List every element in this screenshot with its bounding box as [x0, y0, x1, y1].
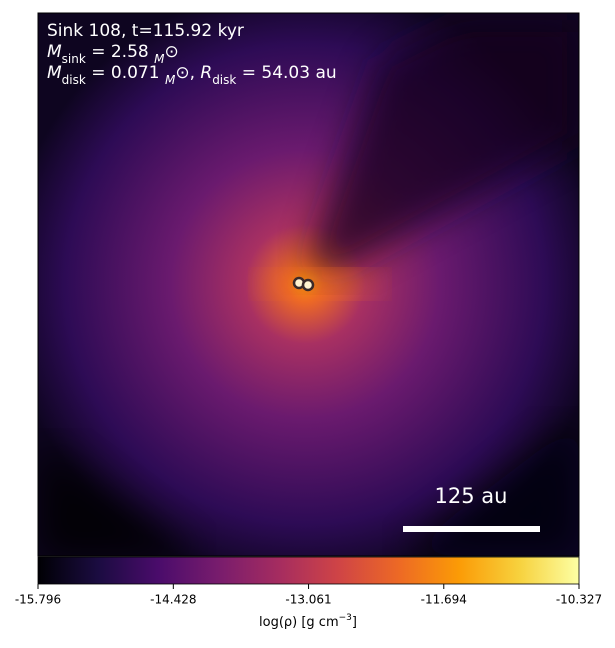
- frame: [37, 12, 580, 557]
- annotation-part: M: [47, 63, 62, 83]
- colorbar-label-part: ]: [352, 615, 357, 630]
- annotation-part: disk: [212, 73, 236, 87]
- annotation-part: R: [200, 63, 212, 83]
- annotation: Mdisk = 0.071 M⊙, Rdisk = 54.03 au: [47, 63, 337, 87]
- scale-bar: [403, 526, 540, 532]
- density-map: [38, 13, 579, 556]
- colorbar-label-part: log(ρ) [g cm: [259, 615, 339, 630]
- tick-label: -10.327: [556, 593, 602, 607]
- annotation-part: M: [165, 73, 176, 87]
- annotation-part: M: [154, 52, 165, 66]
- tick-label: -15.796: [15, 593, 61, 607]
- colorbar: [37, 556, 580, 585]
- annotation-part: disk: [62, 73, 86, 87]
- tick-label: -11.694: [421, 593, 467, 607]
- annotation-part: ⊙: [164, 42, 178, 62]
- colorbar-label-part: −3: [339, 613, 352, 623]
- sink: [301, 278, 315, 292]
- annotation-part: = 0.071: [86, 63, 165, 83]
- annotation-part: Sink 108, t=115.92 kyr: [47, 21, 244, 41]
- annotation-part: = 54.03 au: [236, 63, 336, 83]
- annotation: Msink = 2.58 M⊙: [47, 42, 179, 66]
- annotation: Sink 108, t=115.92 kyr: [47, 21, 244, 41]
- tick-label: -13.061: [285, 593, 331, 607]
- tick-label: -14.428: [150, 593, 196, 607]
- scale-bar-label: 125 au: [435, 484, 508, 508]
- colorbar-label: log(ρ) [g cm−3]: [259, 613, 357, 630]
- annotation-part: ⊙: [175, 63, 189, 83]
- annotation-part: sink: [62, 52, 86, 66]
- annotation-part: ,: [190, 63, 201, 83]
- annotation-part: M: [47, 42, 62, 62]
- annotation-part: = 2.58: [86, 42, 154, 62]
